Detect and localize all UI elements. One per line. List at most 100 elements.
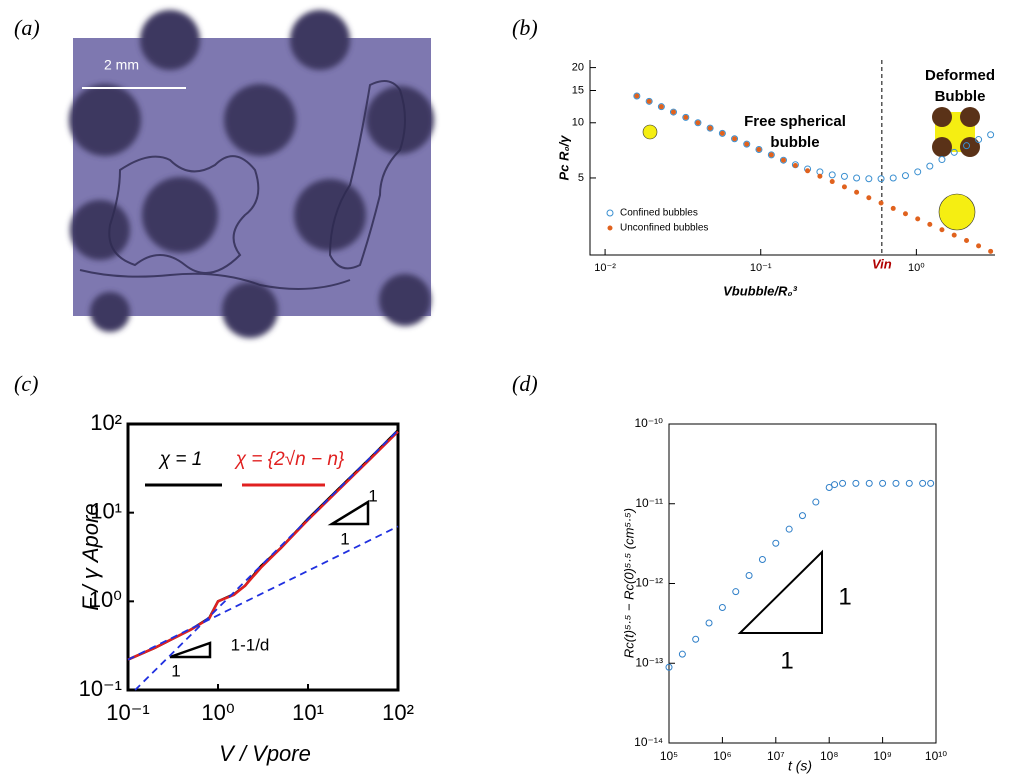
data-point [670,109,676,115]
annotation: 1-1/d [231,635,270,654]
data-point [718,129,726,137]
annotation: Free spherical [744,113,846,130]
data-point [633,92,641,100]
micrograph: 2 mm [69,10,434,338]
data-point [914,168,922,176]
x-tick-label: 10¹⁰ [925,749,947,763]
x-tick-label: 10⁻¹ [106,700,149,725]
annotation: 1 [340,529,349,548]
data-point [758,555,766,563]
scale-bar-label: 2 mm [104,57,139,73]
annotation: 1 [780,647,793,674]
y-tick-label: 10¹ [90,498,122,523]
x-tick-label: 10⁻² [594,262,616,274]
panel-label: (b) [512,15,538,40]
data-point [919,479,927,487]
data-point [772,539,780,547]
data-point [915,216,921,222]
data-point [852,479,860,487]
y-tick-label: 10⁻¹ [79,676,122,701]
x-tick-label: 10⁷ [767,749,785,763]
data-point [756,146,762,152]
y-tick-label: 20 [572,61,584,73]
panel-label: (d) [512,371,538,396]
data-point [902,211,908,217]
y-tick-label: 10⁻¹⁴ [634,735,663,749]
data-point [938,156,946,164]
data-point [732,588,740,596]
data-point [658,104,664,110]
y-tick-label: 15 [572,84,584,96]
data-point [719,130,725,136]
data-point [805,168,811,174]
data-point [890,205,896,211]
y-tick-label: 10⁻¹² [635,576,663,590]
annotation: bubble [770,134,819,151]
reference-label: Vin [872,256,892,271]
legend-marker [606,209,614,217]
x-tick-label: 10⁶ [713,749,731,763]
data-point [927,479,935,487]
data-point [854,189,860,195]
data-line [134,429,399,691]
annotation: 1 [171,661,180,680]
data-point [683,114,689,120]
y-tick-label: 10⁻¹³ [635,655,663,669]
slope-triangles [169,499,823,659]
data-point [865,479,873,487]
data-point [692,635,700,643]
data-point [780,157,786,163]
data-point [779,156,787,164]
y-axis-label: Rc(t)⁵·⁵ − Rc(0)⁵·⁵ (cm⁵·⁵) [621,508,636,658]
y-tick-label: 10² [90,410,122,435]
x-axis-label: Vbubble/R₀³ [723,283,797,298]
data-point [950,148,958,156]
data-point [831,481,839,489]
data-point [841,184,847,190]
data-point [718,604,726,612]
data-point [732,136,738,142]
data-point [939,227,945,233]
data-point [634,93,640,99]
data-line [127,525,399,661]
data-point [785,525,793,533]
x-tick-label: 10² [382,700,414,725]
data-point [812,498,820,506]
x-tick-label: 10⁵ [660,749,678,763]
x-tick-label: 10⁹ [873,749,892,763]
data-point [707,125,713,131]
annotation: 1 [368,486,377,505]
data-point [669,108,677,116]
data-point [976,243,982,249]
y-axis-label: F / γ Apore [78,503,103,610]
x-axis-label: t (s) [788,758,812,774]
y-axis-label: Pc R₀/γ [556,135,571,181]
panel-label: (c) [14,371,38,396]
data-point [705,619,713,627]
data-point [798,512,806,520]
data-point [839,479,847,487]
data-point [695,120,701,126]
data-point [878,200,884,206]
data-point [646,98,652,104]
data-point [905,479,913,487]
data-point [829,179,835,185]
data-point [877,175,885,183]
data-point [964,237,970,243]
data-point [889,174,897,182]
axes [589,60,995,256]
data-point [755,145,763,153]
data-point [840,172,848,180]
data-point [927,221,933,227]
data-point [706,124,714,132]
data-point [892,479,900,487]
data-point [792,162,798,168]
data-point [682,113,690,121]
y-tick-label: 10 [572,117,584,129]
panel-label: (a) [14,15,40,40]
data-point [963,142,971,150]
data-point [987,131,995,139]
x-tick-label: 10⁸ [820,749,838,763]
y-tick-label: 10⁻¹¹ [635,496,663,510]
